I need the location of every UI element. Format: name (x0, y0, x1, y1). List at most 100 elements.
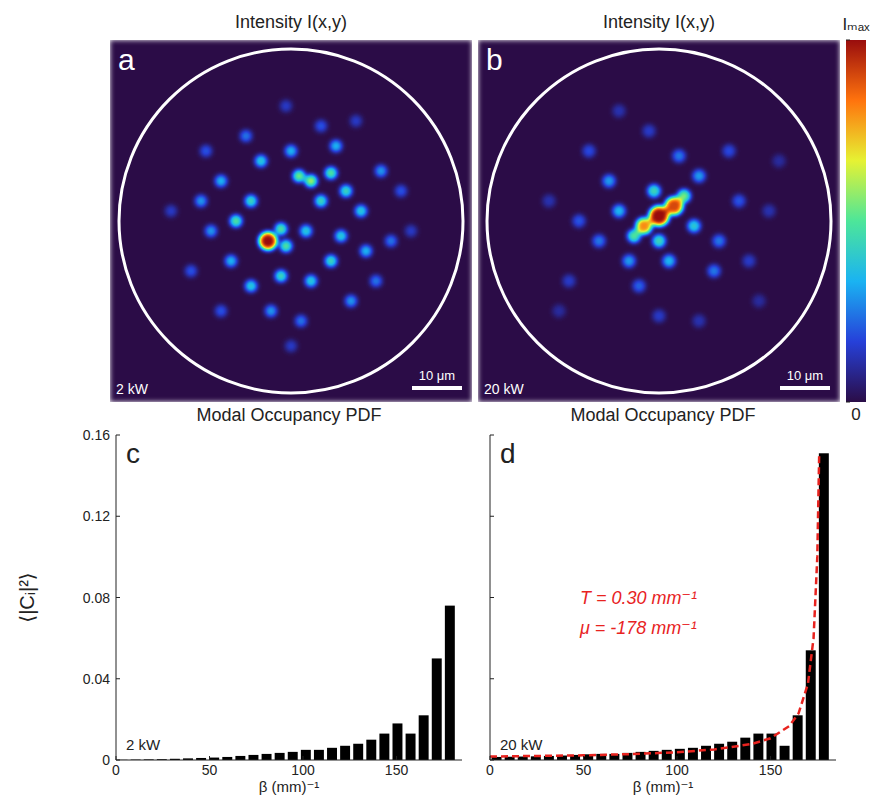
panel-title: Intensity I(x,y) (235, 12, 347, 32)
y-tick-label: 0.08 (83, 590, 110, 606)
speckle-spot (325, 255, 337, 267)
image-area (478, 40, 840, 402)
speckle-spot (355, 205, 367, 217)
x-tick (770, 756, 771, 760)
speckle-spot (636, 218, 652, 234)
speckle-spot (245, 280, 257, 292)
bar (714, 744, 724, 760)
speckle-spot (723, 145, 736, 158)
speckle-spot (743, 255, 756, 268)
scale-bar-label: 10 μm (787, 368, 823, 383)
speckle-spot (653, 310, 666, 323)
speckle-spot (693, 170, 706, 183)
bar (753, 734, 763, 760)
colorbar-tick (846, 402, 850, 403)
bar (366, 740, 376, 760)
x-tick-label: 100 (665, 762, 689, 778)
bar (327, 748, 337, 760)
panel-letter: a (118, 43, 135, 76)
colorbar-label: 0 (851, 405, 860, 424)
bar (379, 734, 389, 760)
panel-title: Modal Occupancy PDF (196, 405, 381, 425)
x-tick-label: 50 (576, 762, 592, 778)
speckle-spot (300, 225, 312, 237)
image-area (110, 40, 472, 402)
speckle-spot (763, 205, 776, 218)
bar (432, 658, 442, 760)
speckle-spot (285, 340, 297, 352)
x-tick (583, 756, 584, 760)
speckle-spot (375, 165, 387, 177)
speckle-spot (649, 206, 669, 226)
bar (688, 748, 698, 760)
image-background (110, 40, 472, 402)
speckle-spot (205, 225, 217, 237)
speckle-spot (673, 150, 686, 163)
speckle-spot (265, 305, 277, 317)
bar (288, 752, 298, 760)
bar (727, 742, 737, 760)
y-tick (116, 516, 120, 517)
speckle-spot (370, 275, 382, 287)
x-tick-label: 100 (291, 762, 315, 778)
y-tick (490, 597, 494, 598)
speckle-spot (259, 232, 277, 250)
x-tick-label: 150 (759, 762, 783, 778)
y-tick (116, 597, 120, 598)
speckle-spot (325, 167, 337, 179)
figure: Intensity I(x,y)a2 kW10 μmIntensity I(x,… (0, 0, 896, 799)
speckle-spot (165, 205, 177, 217)
x-axis-title: β (mm)⁻¹ (259, 778, 320, 795)
scale-bar (412, 386, 462, 390)
fit-label: T = 0.30 mm⁻¹ (580, 588, 697, 608)
speckle-spot (230, 215, 242, 227)
y-tick (490, 435, 494, 436)
speckle-spot (633, 280, 646, 293)
speckle-spot (603, 175, 616, 188)
fit-curve (490, 455, 819, 756)
speckle-spot (350, 115, 362, 127)
bar (740, 738, 750, 760)
bar (419, 715, 429, 760)
fiber-core (487, 49, 831, 393)
y-tick (490, 678, 494, 679)
panel-letter: c (126, 438, 140, 469)
x-tick (303, 756, 304, 760)
speckle-spot (335, 230, 347, 242)
y-tick (490, 760, 494, 761)
y-tick (116, 435, 120, 436)
y-tick (116, 678, 120, 679)
speckle-spot (648, 185, 661, 198)
power-label: 20 kW (500, 736, 543, 753)
speckle-spot (185, 265, 197, 277)
speckle-spot (245, 195, 257, 207)
bar (262, 754, 272, 760)
x-tick (677, 756, 678, 760)
speckle-spot (573, 215, 586, 228)
colorbar-label: Iₘₐₓ (842, 15, 870, 34)
speckle-spot (200, 145, 212, 157)
speckle-spot (395, 185, 407, 197)
speckle-spot (688, 220, 701, 233)
bar (445, 606, 455, 760)
speckle-spot (583, 145, 596, 158)
y-tick-label: 0.12 (83, 508, 110, 524)
speckle-spot (255, 155, 267, 167)
colorbar-tick (846, 40, 850, 41)
bar (314, 750, 324, 760)
intensity-map (110, 40, 472, 402)
speckle-spot (285, 145, 297, 157)
speckle-spot (315, 195, 327, 207)
bar (767, 734, 777, 760)
speckle-spot (563, 275, 576, 288)
speckle-spot (553, 305, 566, 318)
speckle-spot (275, 270, 287, 282)
y-tick (490, 516, 494, 517)
speckle-spot (693, 315, 706, 328)
x-axis (116, 760, 462, 761)
speckle-spot (543, 195, 556, 208)
y-tick (116, 760, 120, 761)
speckle-spot (653, 235, 666, 248)
speckle-spot (330, 140, 342, 152)
panel-letter: d (500, 438, 516, 469)
